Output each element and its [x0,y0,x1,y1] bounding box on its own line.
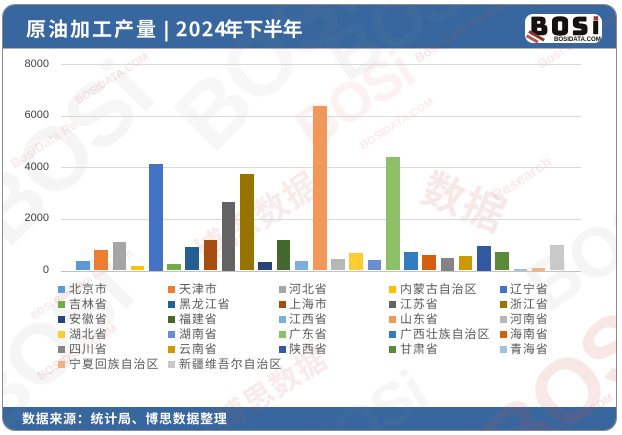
svg-text:BOSIDATA.COM: BOSIDATA.COM [554,36,601,43]
